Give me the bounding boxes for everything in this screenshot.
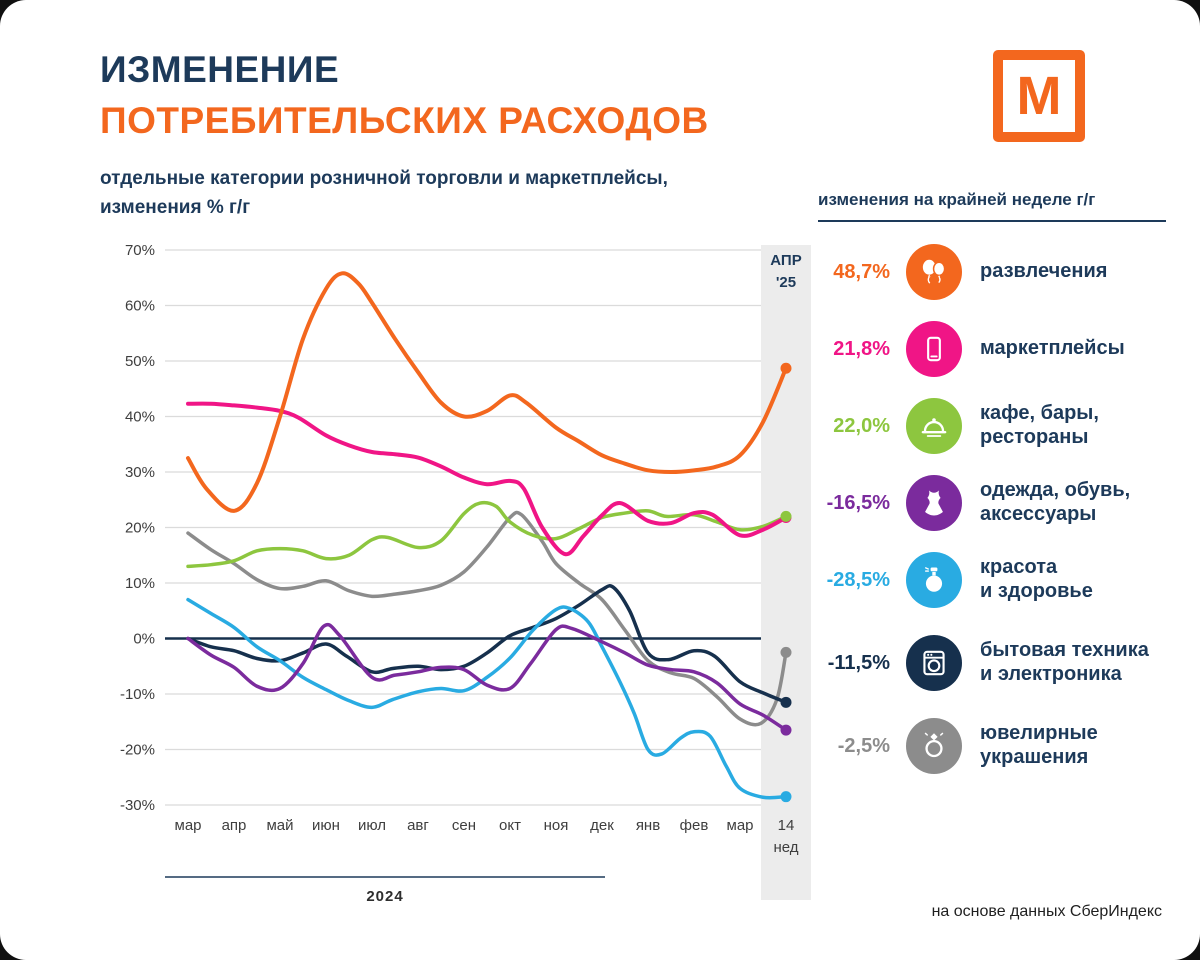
svg-text:мар: мар [727,817,754,834]
svg-text:авг: авг [407,817,429,834]
legend-value: 22,0% [833,414,890,437]
svg-text:-10%: -10% [120,686,155,703]
legend-item: -28,5% красота и здоровье [818,552,1166,608]
svg-text:70%: 70% [125,242,155,259]
svg-text:нед: нед [773,839,798,856]
legend-item: 21,8% маркетплейсы [818,321,1166,377]
legend-item: -2,5% ювелирные украшения [818,718,1166,774]
brand-logo: М [993,50,1085,142]
svg-text:июн: июн [312,817,340,834]
legend-label: одежда, обувь, аксессуары [980,479,1131,525]
smartphone-icon [906,321,962,377]
brand-logo-letter: М [1016,66,1062,126]
svg-text:-20%: -20% [120,742,155,759]
svg-text:30%: 30% [125,464,155,481]
legend-rows: 48,7% развлечения 21 [818,244,1166,774]
svg-text:дек: дек [590,817,614,834]
title-line-2: ПОТРЕБИТЕЛЬСКИХ РАСХОДОВ [100,100,709,142]
legend-value: -11,5% [827,651,890,674]
cloche-icon [906,398,962,454]
svg-text:'25: '25 [776,274,796,291]
svg-text:0%: 0% [133,631,155,648]
legend-label: бытовая техника и электроника [980,639,1149,685]
svg-text:2024: 2024 [366,888,403,905]
washing-machine-icon [906,635,962,691]
perfume-icon [906,552,962,608]
svg-text:янв: янв [636,817,660,834]
svg-text:50%: 50% [125,353,155,370]
svg-text:мар: мар [175,817,202,834]
svg-text:апр: апр [222,817,247,834]
svg-text:-30%: -30% [120,797,155,814]
svg-text:фев: фев [680,817,709,834]
ring-icon [906,718,962,774]
svg-text:20%: 20% [125,520,155,537]
legend-value: -16,5% [826,491,890,514]
legend-item: -16,5% одежда, обувь, аксессуары [818,475,1166,531]
dress-icon [906,475,962,531]
legend-panel: изменения на крайней неделе г/г 48,7% ра… [818,190,1166,774]
legend-label: маркетплейсы [980,337,1125,360]
svg-text:АПР: АПР [770,252,801,269]
legend-value: -28,5% [826,568,890,591]
legend-label: кафе, бары, рестораны [980,402,1099,448]
page-title: ИЗМЕНЕНИЕ ПОТРЕБИТЕЛЬСКИХ РАСХОДОВ [100,44,709,146]
svg-text:10%: 10% [125,575,155,592]
legend-item: 48,7% развлечения [818,244,1166,300]
legend-label: ювелирные украшения [980,722,1098,768]
legend-label: развлечения [980,260,1108,283]
spending-change-line-chart: 70% 60% 50% 40% 30% 20% 10% 0% -10% -20% -30% мар ап… [120,242,811,905]
svg-text:окт: окт [499,817,521,834]
legend-title: изменения на крайней неделе г/г [818,190,1166,222]
svg-text:60%: 60% [125,298,155,315]
legend-value: 21,8% [833,337,890,360]
legend-item: -11,5% бытовая техника и электроника [818,635,1166,691]
title-line-1: ИЗМЕНЕНИЕ [100,49,340,90]
legend-label: красота и здоровье [980,556,1093,602]
svg-text:июл: июл [358,817,386,834]
svg-text:14: 14 [778,817,795,834]
subtitle-line-2: изменения % г/г [100,197,251,219]
svg-text:сен: сен [452,817,476,834]
legend-value: 48,7% [833,260,890,283]
svg-text:ноя: ноя [544,817,569,834]
subtitle-line-1: отдельные категории розничной торговли и… [100,168,668,189]
svg-text:май: май [266,817,293,834]
svg-text:40%: 40% [125,409,155,426]
source-note: на основе данных СберИндекс [931,903,1162,920]
legend-value: -2,5% [837,734,890,757]
balloons-icon [906,244,962,300]
legend-item: 22,0% кафе, бары, рестораны [818,398,1166,454]
chart-subtitle: отдельные категории розничной торговли и… [100,164,668,223]
